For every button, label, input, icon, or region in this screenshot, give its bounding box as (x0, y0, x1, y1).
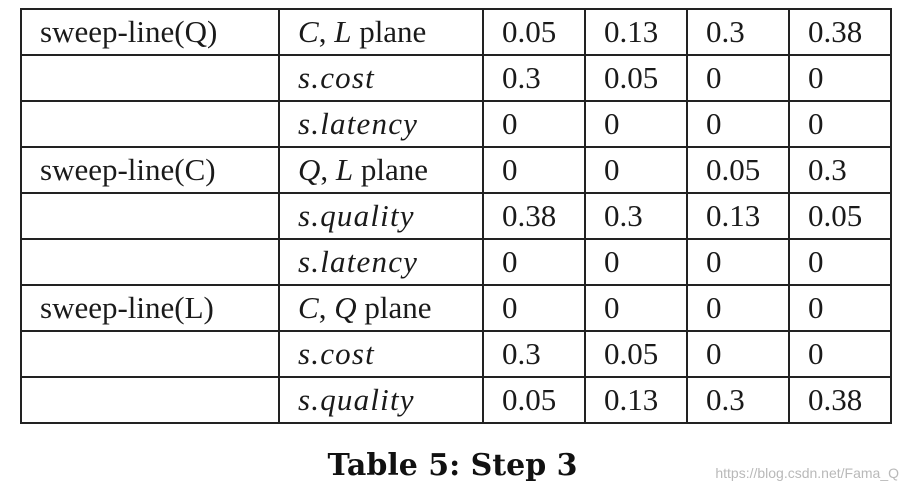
value-cell: 0 (686, 330, 790, 378)
value-cell: 0 (686, 238, 790, 286)
value-cell: 0.3 (482, 330, 586, 378)
plane-separator: , (320, 152, 336, 187)
plane-separator: , (318, 290, 335, 325)
table-row: s.quality 0.05 0.13 0.3 0.38 (20, 376, 892, 424)
plane-word: plane (356, 290, 432, 325)
plane-cell: C, Q plane (278, 284, 484, 332)
value-cell: 0 (788, 54, 892, 102)
plane-var-b: L (335, 152, 354, 187)
value-cell: 0.3 (686, 376, 790, 424)
value-cell: 0 (584, 100, 688, 148)
value-cell: 0 (686, 284, 790, 332)
value-cell: 0.13 (584, 376, 688, 424)
value-cell: 0 (788, 100, 892, 148)
table-row: s.quality 0.38 0.3 0.13 0.05 (20, 192, 892, 240)
method-cell (20, 192, 280, 240)
measure-cell: s.cost (278, 330, 484, 378)
value-cell: 0 (584, 238, 688, 286)
method-cell (20, 54, 280, 102)
method-cell: sweep-line(Q) (20, 8, 280, 56)
table-row: sweep-line(L) C, Q plane 0 0 0 0 (20, 284, 892, 332)
plane-word: plane (351, 14, 427, 49)
value-cell: 0.13 (584, 8, 688, 56)
watermark-text: https://blog.csdn.net/Fama_Q (715, 465, 899, 481)
method-cell (20, 376, 280, 424)
value-cell: 0 (788, 330, 892, 378)
method-cell (20, 238, 280, 286)
value-cell: 0 (584, 146, 688, 194)
method-cell (20, 330, 280, 378)
table-row: s.cost 0.3 0.05 0 0 (20, 330, 892, 378)
measure-cell: s.latency (278, 100, 484, 148)
plane-var-a: Q (298, 152, 321, 187)
table-row: s.cost 0.3 0.05 0 0 (20, 54, 892, 102)
table-row: sweep-line(C) Q, L plane 0 0 0.05 0.3 (20, 146, 892, 194)
table-caption: Table 5: Step 3 (327, 448, 578, 483)
method-cell: sweep-line(C) (20, 146, 280, 194)
value-cell: 0 (482, 238, 586, 286)
plane-var-b: L (334, 14, 352, 49)
value-cell: 0 (686, 100, 790, 148)
value-cell: 0.05 (686, 146, 790, 194)
measure-cell: s.quality (278, 192, 484, 240)
plane-var-a: C (298, 14, 319, 49)
value-cell: 0.13 (686, 192, 790, 240)
value-cell: 0.38 (482, 192, 586, 240)
value-cell: 0.3 (482, 54, 586, 102)
value-cell: 0 (686, 54, 790, 102)
plane-separator: , (318, 14, 335, 49)
value-cell: 0.05 (584, 54, 688, 102)
value-cell: 0.05 (482, 376, 586, 424)
plane-cell: C, L plane (278, 8, 484, 56)
value-cell: 0.38 (788, 8, 892, 56)
value-cell: 0 (788, 238, 892, 286)
value-cell: 0.3 (788, 146, 892, 194)
value-cell: 0.05 (788, 192, 892, 240)
method-cell (20, 100, 280, 148)
measure-cell: s.latency (278, 238, 484, 286)
value-cell: 0.05 (584, 330, 688, 378)
plane-var-b: Q (334, 290, 357, 325)
value-cell: 0 (482, 284, 586, 332)
measure-cell: s.cost (278, 54, 484, 102)
value-cell: 0.05 (482, 8, 586, 56)
table-row: s.latency 0 0 0 0 (20, 100, 892, 148)
value-cell: 0.3 (686, 8, 790, 56)
step3-table: sweep-line(Q) C, L plane 0.05 0.13 0.3 0… (20, 8, 892, 424)
value-cell: 0 (482, 100, 586, 148)
value-cell: 0 (482, 146, 586, 194)
plane-word: plane (353, 152, 429, 187)
method-cell: sweep-line(L) (20, 284, 280, 332)
value-cell: 0.3 (584, 192, 688, 240)
measure-cell: s.quality (278, 376, 484, 424)
value-cell: 0.38 (788, 376, 892, 424)
table-row: s.latency 0 0 0 0 (20, 238, 892, 286)
plane-cell: Q, L plane (278, 146, 484, 194)
value-cell: 0 (584, 284, 688, 332)
plane-var-a: C (298, 290, 319, 325)
value-cell: 0 (788, 284, 892, 332)
table-row: sweep-line(Q) C, L plane 0.05 0.13 0.3 0… (20, 8, 892, 56)
